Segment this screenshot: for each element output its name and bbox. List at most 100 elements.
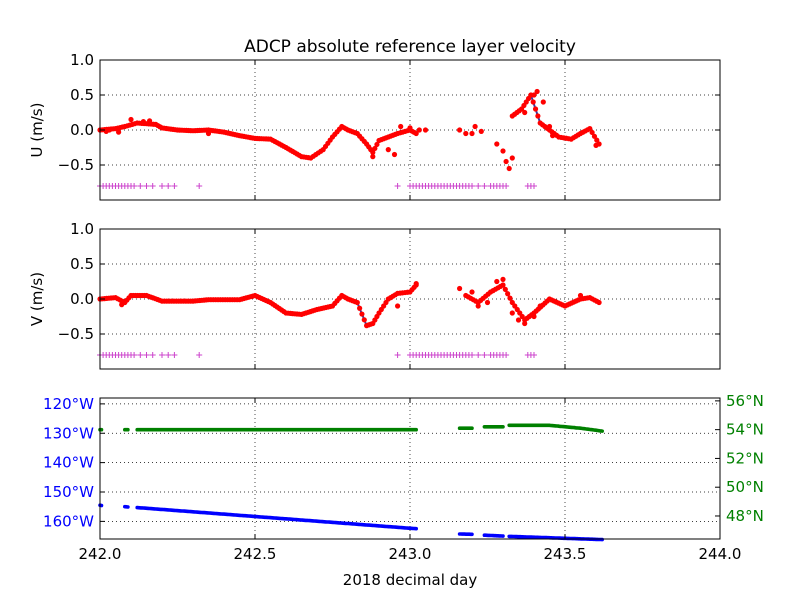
flag-marker <box>165 352 172 358</box>
velocity-point <box>422 127 429 133</box>
velocity-point <box>500 148 506 154</box>
velocity-point <box>398 123 404 130</box>
velocity-point <box>357 305 363 311</box>
flag-marker <box>531 352 537 358</box>
x-tick-label: 243.0 <box>389 545 432 563</box>
x-tick-label: 243.5 <box>544 545 587 563</box>
axes-frame <box>99 397 721 540</box>
flag-marker <box>131 183 138 189</box>
velocity-point <box>147 118 153 124</box>
velocity-point <box>407 125 413 131</box>
velocity-point <box>395 303 401 309</box>
y-tick-label: −0.5 <box>58 156 94 174</box>
x-tick-label: 242.0 <box>79 545 122 563</box>
flag-marker <box>475 183 482 189</box>
flag-markers <box>97 183 537 189</box>
latitude-track <box>98 423 604 433</box>
flag-marker <box>143 352 150 358</box>
velocity-point <box>457 285 463 292</box>
latitude-tick-label: 52°N <box>726 449 764 467</box>
velocity-point <box>475 303 481 309</box>
flag-marker <box>137 352 144 358</box>
flag-marker <box>481 183 488 189</box>
velocity-point <box>500 282 506 288</box>
velocity-point <box>522 109 528 116</box>
velocity-point <box>354 299 360 306</box>
flag-marker <box>469 352 475 358</box>
flag-marker <box>196 352 203 358</box>
velocity-point <box>515 317 522 323</box>
velocity-point <box>413 130 419 137</box>
flag-marker <box>165 183 172 189</box>
y-gridlines <box>100 94 720 166</box>
velocity-point <box>361 317 367 323</box>
gridlines <box>254 398 566 539</box>
velocity-points <box>97 120 419 161</box>
velocity-point <box>372 145 378 152</box>
velocity-point <box>591 133 598 139</box>
velocity-point <box>537 303 543 309</box>
velocity-point <box>532 106 539 112</box>
longitude-tick-label: 120°W <box>43 395 94 413</box>
velocity-point <box>385 147 391 153</box>
y-gridlines <box>100 263 720 335</box>
velocity-point <box>509 310 515 316</box>
velocity-point <box>359 311 365 317</box>
gridlines <box>254 60 566 200</box>
velocity-point <box>391 151 398 158</box>
flag-marker <box>481 352 488 358</box>
velocity-point <box>472 123 478 130</box>
velocity-point <box>106 127 112 133</box>
y-gridlines <box>100 403 720 522</box>
velocity-point <box>494 278 500 285</box>
x-tick-label: 244.0 <box>699 545 742 563</box>
flag-marker <box>137 183 144 189</box>
velocity-point <box>469 289 475 295</box>
velocity-point <box>416 127 422 133</box>
longitude-tick-label: 130°W <box>43 424 94 442</box>
flag-marker <box>475 352 482 358</box>
velocity-point <box>540 99 546 105</box>
velocity-point <box>370 154 376 160</box>
flag-marker <box>394 183 401 189</box>
longitude-tick-label: 150°W <box>43 483 94 501</box>
longitude-track-segment <box>482 533 505 538</box>
velocity-point <box>522 320 528 327</box>
flag-marker <box>196 183 203 189</box>
x-tick-label: 242.5 <box>234 545 277 563</box>
y-axis-label: V (m/s) <box>28 272 46 326</box>
velocity-point <box>505 291 511 297</box>
y-tick-label: 0.5 <box>70 86 94 104</box>
velocity-point <box>457 127 463 133</box>
velocity-point <box>128 116 134 123</box>
flag-marker <box>503 183 510 189</box>
velocity-point <box>374 141 380 148</box>
velocity-point <box>509 155 515 161</box>
velocity-point <box>594 137 600 143</box>
x-axis-label: 2018 decimal day <box>343 571 478 589</box>
velocity-point <box>484 299 491 306</box>
velocity-points <box>509 92 602 147</box>
velocity-point <box>530 99 536 105</box>
y-tick-label: 1.0 <box>70 220 94 238</box>
outlier-points <box>119 276 584 327</box>
velocity-point <box>531 92 537 98</box>
velocity-point <box>205 130 212 137</box>
velocity-point <box>506 165 512 172</box>
velocity-point <box>535 113 541 119</box>
velocity-point <box>413 281 419 287</box>
velocity-point <box>463 130 469 137</box>
velocity-point <box>507 295 513 301</box>
chart-title: ADCP absolute reference layer velocity <box>244 37 576 57</box>
velocity-point <box>577 292 584 299</box>
flag-marker <box>159 352 165 358</box>
y-tick-label: 1.0 <box>70 51 94 69</box>
velocity-point <box>494 141 500 147</box>
velocity-point <box>546 123 553 130</box>
flag-marker <box>131 352 138 358</box>
velocity-point <box>534 88 540 95</box>
velocity-point <box>596 299 602 306</box>
flag-markers <box>97 352 537 358</box>
latitude-tick-label: 50°N <box>726 478 764 496</box>
